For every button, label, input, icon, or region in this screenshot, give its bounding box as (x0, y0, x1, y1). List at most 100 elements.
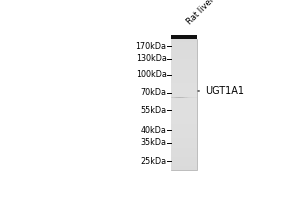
Bar (183, 97, 184, 98)
Bar (182, 97, 183, 98)
Bar (188, 97, 189, 98)
Bar (175, 97, 176, 98)
Bar (171, 151, 197, 153)
Bar (187, 97, 188, 98)
Bar (178, 97, 179, 98)
Bar (194, 97, 196, 98)
Bar (182, 97, 183, 98)
Bar (172, 97, 174, 98)
Bar (180, 97, 182, 98)
Bar (194, 97, 196, 98)
Bar (179, 97, 180, 98)
Bar (185, 97, 187, 98)
Bar (194, 97, 196, 98)
Bar (171, 142, 197, 144)
Bar (171, 92, 197, 94)
Bar (183, 97, 184, 98)
Bar (178, 97, 179, 98)
Bar (171, 42, 197, 44)
Bar (179, 97, 180, 98)
Bar (179, 97, 180, 98)
Bar (190, 97, 192, 98)
Bar (188, 97, 189, 98)
Bar (185, 97, 187, 98)
Bar (189, 97, 190, 98)
Bar (174, 97, 175, 98)
Bar (179, 97, 180, 98)
Bar (183, 97, 184, 98)
Bar (193, 97, 194, 98)
Bar (193, 97, 194, 98)
Bar (171, 97, 172, 98)
Bar (171, 103, 197, 105)
Bar (174, 97, 175, 98)
Bar (188, 97, 189, 98)
Bar (184, 97, 185, 98)
Bar (176, 97, 178, 98)
Bar (196, 97, 197, 98)
Bar (189, 97, 190, 98)
Bar (192, 97, 193, 98)
Bar (196, 97, 197, 98)
Bar (192, 97, 193, 98)
Bar (172, 97, 174, 98)
Bar (194, 97, 196, 98)
Bar (180, 97, 182, 98)
Bar (179, 97, 180, 98)
Bar (182, 97, 183, 98)
Bar (172, 97, 174, 98)
Bar (171, 118, 197, 120)
Bar (194, 97, 196, 98)
Bar (172, 97, 174, 98)
Bar (172, 97, 174, 98)
Bar (175, 97, 176, 98)
Bar (172, 97, 174, 98)
Bar (171, 66, 197, 68)
Bar (187, 97, 188, 98)
Bar (174, 97, 175, 98)
Bar (192, 97, 193, 98)
Bar (175, 97, 176, 98)
Bar (187, 97, 188, 98)
Bar (176, 97, 178, 98)
Bar (176, 97, 178, 98)
Bar (187, 97, 188, 98)
Bar (171, 97, 172, 98)
Bar (183, 97, 184, 98)
Bar (192, 97, 193, 98)
Bar (172, 97, 174, 98)
Bar (180, 97, 182, 98)
Bar (171, 52, 197, 55)
Bar (176, 97, 178, 98)
Bar (182, 97, 183, 98)
Bar (187, 97, 188, 98)
Bar (171, 46, 197, 48)
Bar (180, 97, 182, 98)
Bar (194, 97, 196, 98)
Bar (174, 97, 175, 98)
Bar (182, 97, 183, 98)
Bar (196, 97, 197, 98)
Bar (184, 97, 185, 98)
Bar (187, 97, 188, 98)
Bar (184, 97, 185, 98)
Bar (180, 97, 182, 98)
Bar (196, 97, 197, 98)
Bar (178, 97, 179, 98)
Bar (182, 97, 183, 98)
Bar (185, 97, 187, 98)
Bar (185, 97, 187, 98)
Bar (189, 97, 190, 98)
Bar (193, 97, 194, 98)
Bar (172, 97, 174, 98)
Bar (178, 97, 179, 98)
Bar (180, 97, 182, 98)
Bar (193, 97, 194, 98)
Bar (176, 97, 178, 98)
Bar (185, 97, 187, 98)
Bar (176, 97, 178, 98)
Bar (172, 97, 174, 98)
Bar (196, 97, 197, 98)
Bar (189, 97, 190, 98)
Bar (180, 97, 182, 98)
